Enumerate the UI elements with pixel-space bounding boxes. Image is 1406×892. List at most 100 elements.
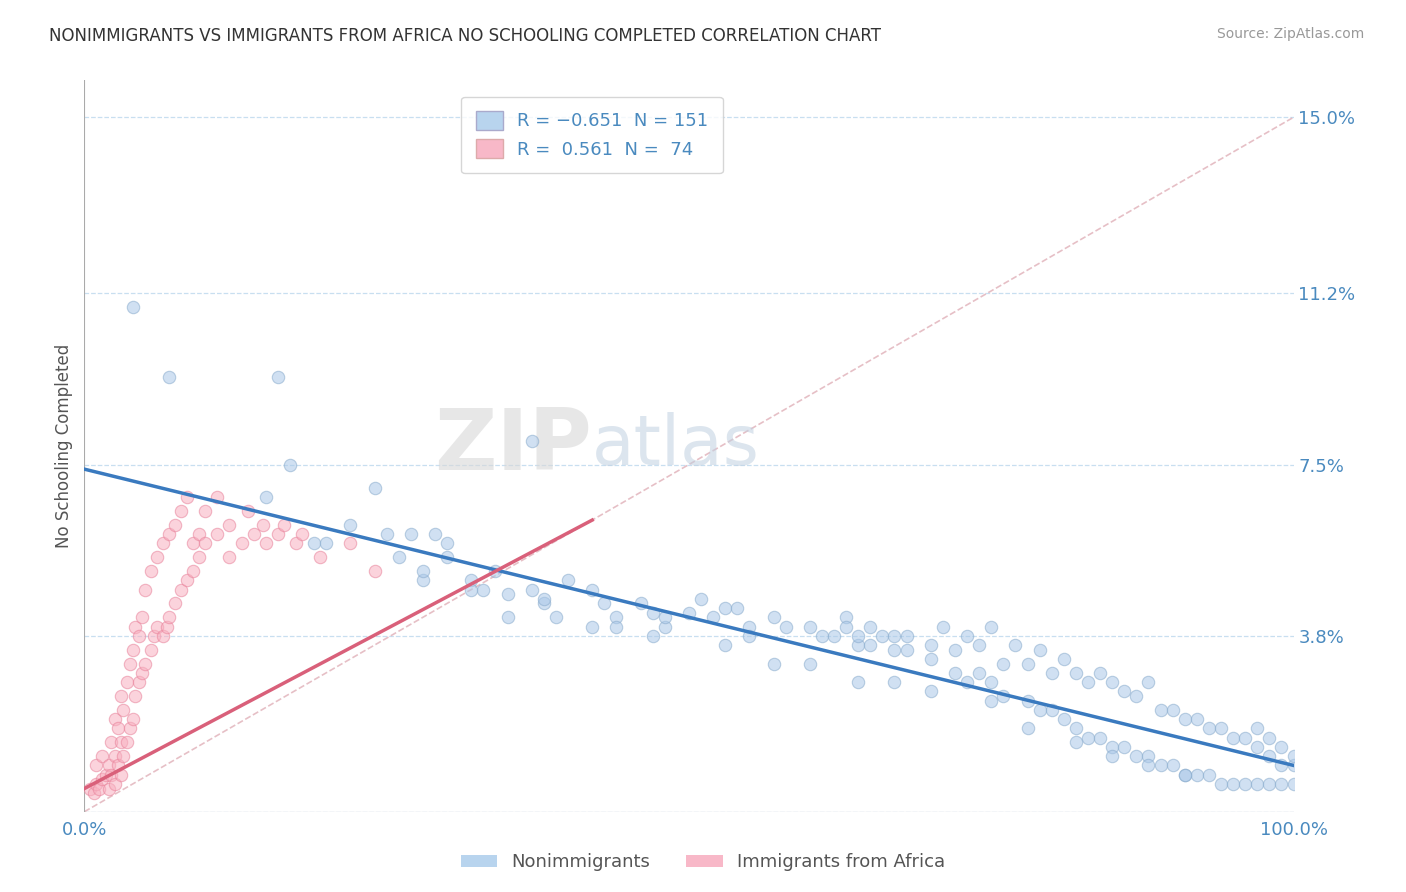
Point: [110, 689, 132, 703]
Point: [859, 619, 882, 633]
Point: [520, 434, 543, 449]
Point: [1198, 767, 1220, 781]
Point: [605, 610, 627, 624]
Point: [181, 564, 204, 578]
Point: [252, 517, 274, 532]
Point: [339, 517, 361, 532]
Point: [1004, 638, 1026, 652]
Point: [993, 657, 1015, 671]
Point: [1282, 749, 1305, 764]
Point: [932, 619, 955, 633]
Point: [980, 693, 1002, 707]
Point: [107, 758, 129, 772]
Point: [1185, 712, 1208, 726]
Text: NONIMMIGRANTS VS IMMIGRANTS FROM AFRICA NO SCHOOLING COMPLETED CORRELATION CHART: NONIMMIGRANTS VS IMMIGRANTS FROM AFRICA …: [49, 27, 882, 45]
Point: [143, 629, 166, 643]
Point: [1222, 777, 1244, 791]
Point: [1149, 703, 1171, 717]
Point: [714, 601, 737, 615]
Point: [315, 536, 337, 550]
Point: [1088, 731, 1111, 745]
Point: [120, 657, 142, 671]
Point: [690, 591, 713, 606]
Point: [1137, 675, 1160, 690]
Point: [104, 712, 127, 726]
Point: [714, 638, 737, 652]
Point: [278, 458, 301, 472]
Point: [1209, 722, 1232, 736]
Point: [1282, 777, 1305, 791]
Point: [134, 582, 156, 597]
Point: [131, 610, 153, 624]
Point: [1028, 642, 1050, 657]
Point: [956, 629, 979, 643]
Point: [920, 684, 942, 698]
Legend: Nonimmigrants, Immigrants from Africa: Nonimmigrants, Immigrants from Africa: [454, 847, 952, 879]
Point: [1077, 675, 1099, 690]
Point: [157, 610, 180, 624]
Point: [231, 536, 253, 550]
Point: [460, 582, 482, 597]
Point: [846, 638, 869, 652]
Point: [412, 574, 434, 588]
Point: [799, 657, 821, 671]
Point: [207, 527, 229, 541]
Point: [1270, 739, 1292, 754]
Point: [1040, 665, 1063, 680]
Point: [242, 527, 264, 541]
Point: [1149, 758, 1171, 772]
Point: [557, 574, 579, 588]
Point: [375, 527, 398, 541]
Point: [176, 490, 198, 504]
Point: [170, 582, 193, 597]
Point: [1053, 712, 1076, 726]
Point: [1234, 777, 1257, 791]
Point: [139, 564, 162, 578]
Point: [605, 619, 627, 633]
Point: [94, 767, 117, 781]
Point: [157, 369, 180, 384]
Point: [107, 722, 129, 736]
Point: [1246, 722, 1268, 736]
Point: [1101, 739, 1123, 754]
Point: [654, 610, 676, 624]
Point: [97, 781, 120, 796]
Point: [1017, 722, 1039, 736]
Point: [520, 582, 543, 597]
Point: [128, 675, 150, 690]
Point: [738, 629, 761, 643]
Point: [533, 591, 555, 606]
Point: [1028, 703, 1050, 717]
Point: [630, 596, 652, 610]
Point: [1137, 749, 1160, 764]
Point: [1185, 767, 1208, 781]
Point: [115, 675, 138, 690]
Point: [273, 517, 295, 532]
Point: [1088, 665, 1111, 680]
Point: [1125, 749, 1147, 764]
Point: [980, 675, 1002, 690]
Point: [110, 735, 132, 749]
Point: [284, 536, 308, 550]
Point: [883, 642, 905, 657]
Point: [823, 629, 845, 643]
Point: [165, 596, 187, 610]
Point: [131, 665, 153, 680]
Point: [152, 629, 174, 643]
Point: [236, 504, 259, 518]
Point: [146, 550, 169, 565]
Point: [1222, 731, 1244, 745]
Point: [883, 629, 905, 643]
Point: [1270, 777, 1292, 791]
Point: [87, 781, 110, 796]
Point: [883, 675, 905, 690]
Point: [1017, 693, 1039, 707]
Point: [1114, 684, 1136, 698]
Point: [1282, 758, 1305, 772]
Point: [593, 596, 616, 610]
Point: [920, 652, 942, 666]
Text: Source: ZipAtlas.com: Source: ZipAtlas.com: [1216, 27, 1364, 41]
Point: [1064, 735, 1087, 749]
Point: [641, 606, 664, 620]
Point: [134, 657, 156, 671]
